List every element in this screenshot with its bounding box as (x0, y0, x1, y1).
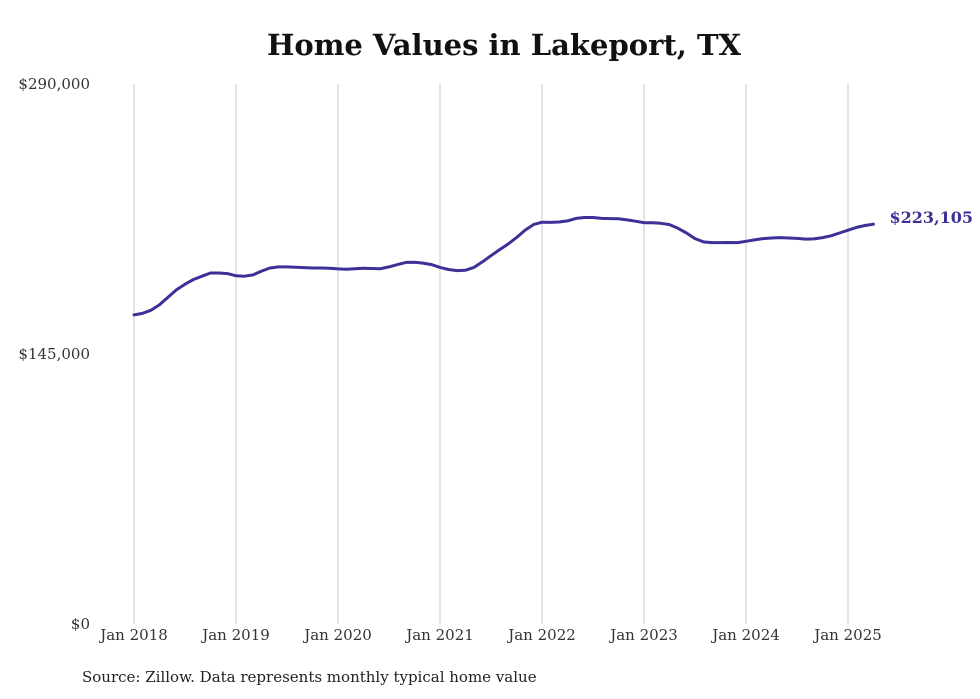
x-tick-label: Jan 2022 (506, 626, 576, 644)
y-tick-label: $145,000 (18, 345, 90, 363)
x-tick-label: Jan 2024 (710, 626, 780, 644)
chart-title: Home Values in Lakeport, TX (266, 28, 742, 62)
vertical-gridlines (133, 84, 849, 624)
x-axis-tick-labels: Jan 2018 Jan 2019 Jan 2020 Jan 2021 Jan 2022… (98, 626, 882, 644)
x-tick-label: Jan 2020 (302, 626, 372, 644)
x-tick-label: Jan 2019 (200, 626, 270, 644)
x-tick-label: Jan 2018 (98, 626, 168, 644)
source-note: Source: Zillow. Data represents monthly … (82, 668, 537, 686)
y-axis-tick-labels: $0 $145,000 $290,000 (18, 75, 90, 633)
y-tick-label: $290,000 (18, 75, 90, 93)
x-tick-label: Jan 2021 (404, 626, 474, 644)
y-tick-label: $0 (71, 615, 90, 633)
x-tick-label: Jan 2025 (812, 626, 882, 644)
x-tick-label: Jan 2023 (608, 626, 678, 644)
home-value-line (132, 216, 875, 317)
latest-value-label: $223,105 (890, 208, 974, 227)
